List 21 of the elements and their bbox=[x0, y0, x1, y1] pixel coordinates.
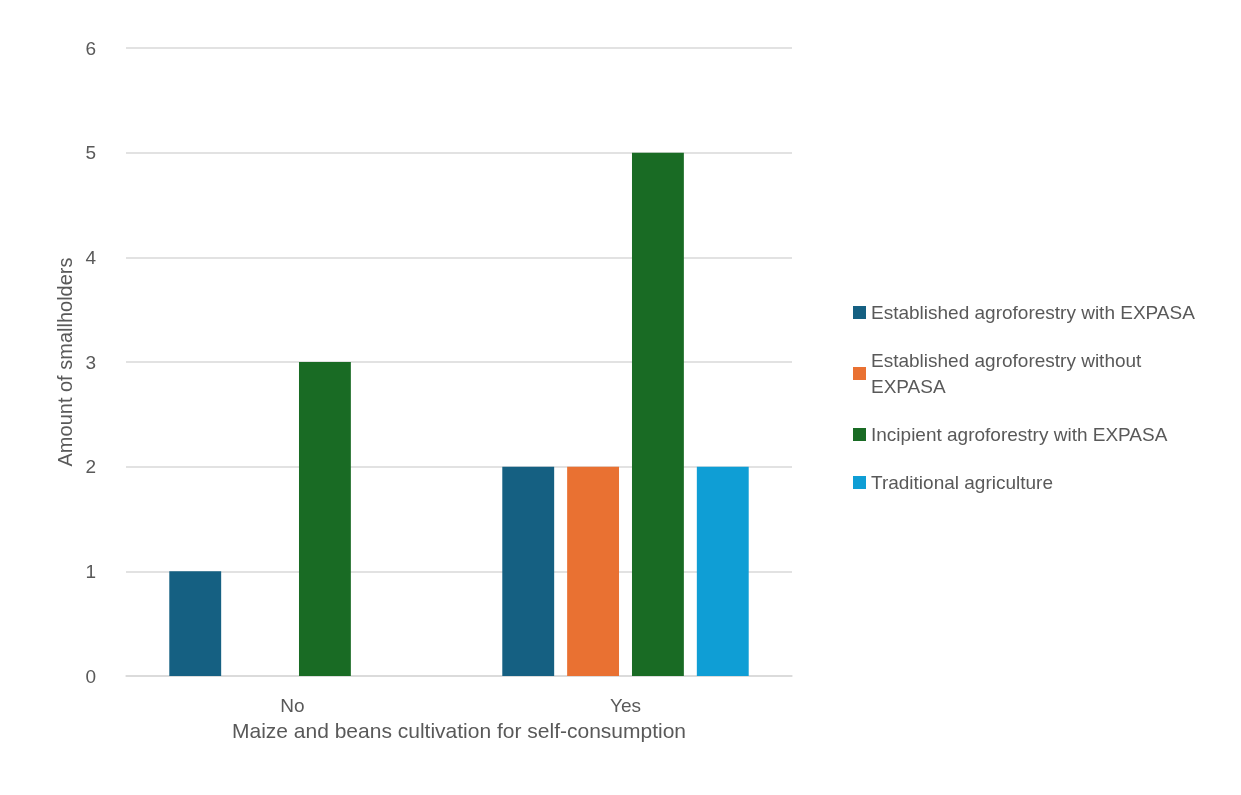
legend-label: Incipient agroforestry with EXPASA bbox=[871, 424, 1168, 445]
legend-label: Traditional agriculture bbox=[871, 472, 1053, 493]
x-axis-title: Maize and beans cultivation for self-consumption bbox=[231, 718, 687, 742]
legend-label: Established agroforestry with EXPASA bbox=[871, 302, 1196, 323]
y-tick-label: 3 bbox=[85, 351, 96, 373]
bar bbox=[631, 152, 684, 676]
y-tick-label: 4 bbox=[85, 246, 97, 268]
y-tick-label: 2 bbox=[85, 456, 96, 478]
y-tick-label: 5 bbox=[85, 142, 96, 164]
bar bbox=[567, 466, 620, 676]
y-tick-label: 1 bbox=[85, 560, 96, 582]
bar bbox=[298, 362, 351, 676]
y-tick-label: 6 bbox=[85, 37, 96, 59]
y-axis-title: Amount of smallholders bbox=[53, 257, 76, 467]
bar bbox=[502, 466, 555, 676]
y-tick-label: 0 bbox=[85, 665, 96, 687]
bar bbox=[169, 571, 222, 676]
x-tick-label: Yes bbox=[610, 695, 641, 716]
legend-label: Established agroforestry without EXPASA bbox=[871, 350, 1147, 397]
bar bbox=[696, 466, 749, 676]
x-tick-label: No bbox=[280, 695, 305, 716]
